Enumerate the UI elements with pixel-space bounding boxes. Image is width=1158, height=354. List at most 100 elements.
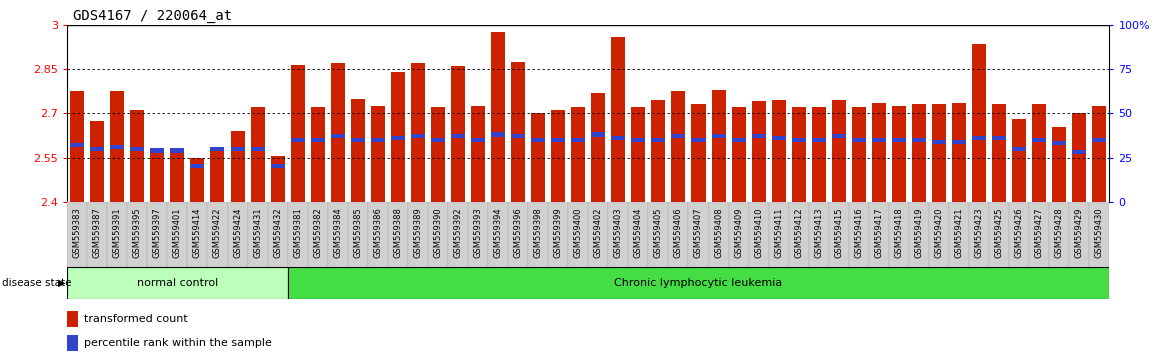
Bar — [992, 136, 1006, 140]
Bar — [331, 63, 345, 202]
Text: GSM559405: GSM559405 — [654, 207, 662, 257]
Bar — [127, 202, 147, 267]
Text: GSM559385: GSM559385 — [353, 207, 362, 258]
Bar — [67, 335, 78, 351]
Text: GSM559401: GSM559401 — [173, 207, 182, 257]
Text: GSM559391: GSM559391 — [112, 207, 122, 258]
Bar — [950, 202, 969, 267]
Text: transformed count: transformed count — [83, 314, 188, 324]
Bar — [652, 138, 666, 142]
Bar — [672, 134, 686, 138]
Text: GSM559387: GSM559387 — [93, 207, 102, 258]
Text: GSM559408: GSM559408 — [714, 207, 723, 258]
Bar — [829, 202, 849, 267]
Text: GSM559402: GSM559402 — [594, 207, 603, 257]
Bar — [230, 147, 244, 151]
Bar — [471, 138, 485, 142]
Bar — [347, 202, 368, 267]
Text: GSM559416: GSM559416 — [855, 207, 864, 258]
Bar — [812, 107, 826, 202]
Bar — [131, 110, 145, 202]
Text: GSM559423: GSM559423 — [975, 207, 983, 258]
Bar — [611, 36, 625, 202]
Bar — [972, 44, 987, 202]
Text: GSM559409: GSM559409 — [734, 207, 743, 257]
Text: GDS4167 / 220064_at: GDS4167 / 220064_at — [73, 9, 232, 23]
Bar — [952, 103, 966, 202]
Text: GSM559424: GSM559424 — [233, 207, 242, 257]
Bar — [131, 147, 145, 151]
Bar — [67, 311, 78, 327]
Bar — [371, 138, 384, 142]
Bar — [388, 202, 408, 267]
Text: disease state: disease state — [2, 278, 72, 288]
Bar — [792, 107, 806, 202]
Bar — [771, 100, 785, 202]
Text: GSM559418: GSM559418 — [894, 207, 903, 258]
Bar — [511, 134, 525, 138]
Text: GSM559431: GSM559431 — [254, 207, 262, 258]
Text: GSM559426: GSM559426 — [1014, 207, 1024, 258]
Text: GSM559404: GSM559404 — [633, 207, 643, 257]
Bar — [450, 66, 466, 202]
Bar — [291, 138, 305, 142]
Bar — [211, 150, 225, 202]
Bar — [287, 267, 1109, 299]
Bar — [1069, 202, 1090, 267]
Bar — [672, 91, 686, 202]
Bar — [689, 202, 709, 267]
Bar — [67, 267, 287, 299]
Bar — [1009, 202, 1029, 267]
Bar — [211, 147, 225, 151]
Bar — [491, 32, 505, 202]
Text: GSM559417: GSM559417 — [874, 207, 884, 258]
Bar — [190, 158, 205, 202]
Bar — [87, 202, 108, 267]
Bar — [308, 202, 328, 267]
Text: GSM559397: GSM559397 — [153, 207, 162, 258]
Bar — [889, 202, 909, 267]
Text: normal control: normal control — [137, 278, 218, 288]
Text: GSM559411: GSM559411 — [775, 207, 783, 257]
Bar — [151, 148, 164, 153]
Text: ▶: ▶ — [58, 278, 65, 288]
Bar — [450, 134, 466, 138]
Bar — [408, 202, 428, 267]
Bar — [1053, 141, 1067, 145]
Bar — [190, 164, 205, 169]
Text: GSM559407: GSM559407 — [694, 207, 703, 258]
Bar — [732, 107, 746, 202]
Text: GSM559410: GSM559410 — [754, 207, 763, 257]
Bar — [849, 202, 868, 267]
Bar — [310, 138, 324, 142]
Bar — [110, 145, 124, 149]
Bar — [792, 138, 806, 142]
Bar — [1032, 138, 1046, 142]
Text: GSM559399: GSM559399 — [554, 207, 563, 258]
Bar — [1032, 104, 1046, 202]
Bar — [328, 202, 347, 267]
Bar — [913, 138, 926, 142]
Bar — [428, 202, 448, 267]
Bar — [913, 104, 926, 202]
Bar — [691, 104, 705, 202]
Text: GSM559396: GSM559396 — [514, 207, 522, 258]
Bar — [90, 121, 104, 202]
Bar — [287, 202, 308, 267]
Text: GSM559388: GSM559388 — [394, 207, 402, 258]
Text: GSM559382: GSM559382 — [313, 207, 322, 258]
Bar — [831, 134, 845, 138]
Bar — [872, 103, 886, 202]
Bar — [230, 131, 244, 202]
Bar — [250, 147, 264, 151]
Bar — [831, 100, 845, 202]
Bar — [368, 202, 388, 267]
Bar — [969, 202, 989, 267]
Bar — [929, 202, 950, 267]
Bar — [569, 202, 588, 267]
Bar — [151, 150, 164, 202]
Bar — [110, 91, 124, 202]
Bar — [90, 147, 104, 151]
Bar — [170, 150, 184, 202]
Bar — [250, 107, 264, 202]
